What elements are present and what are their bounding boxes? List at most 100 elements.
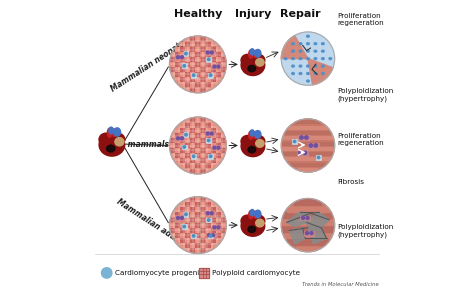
Bar — [201, 47, 205, 52]
Bar — [282, 219, 335, 225]
Bar — [191, 128, 195, 133]
Bar — [211, 67, 216, 72]
Bar — [180, 138, 185, 143]
Circle shape — [208, 234, 210, 237]
Bar — [201, 218, 205, 223]
Bar — [175, 238, 180, 243]
Bar — [201, 148, 205, 153]
Bar — [221, 218, 226, 223]
Bar — [216, 138, 221, 143]
Circle shape — [281, 32, 335, 85]
Circle shape — [213, 226, 216, 229]
Bar — [191, 62, 195, 67]
Bar — [185, 62, 190, 67]
Circle shape — [281, 119, 335, 172]
Bar — [201, 67, 205, 72]
Bar — [211, 42, 216, 47]
Ellipse shape — [314, 43, 317, 45]
Bar — [195, 228, 201, 233]
Ellipse shape — [252, 135, 265, 147]
Bar — [185, 218, 190, 223]
Bar — [206, 243, 210, 248]
Bar — [195, 207, 201, 212]
Ellipse shape — [248, 147, 255, 153]
Bar — [170, 72, 175, 77]
Bar — [211, 57, 216, 62]
Ellipse shape — [241, 54, 254, 66]
Bar — [175, 57, 180, 62]
Circle shape — [210, 51, 213, 54]
Bar — [283, 152, 333, 156]
Bar — [170, 133, 175, 138]
Bar — [200, 268, 210, 278]
Bar — [206, 88, 210, 93]
Bar — [201, 248, 205, 253]
Bar — [201, 52, 205, 57]
Bar — [201, 158, 205, 163]
Bar — [191, 42, 195, 47]
Ellipse shape — [114, 128, 120, 136]
Bar — [175, 128, 180, 133]
Bar — [175, 143, 180, 148]
Ellipse shape — [321, 58, 324, 60]
Circle shape — [206, 51, 209, 54]
Bar — [201, 168, 205, 173]
Bar — [206, 202, 210, 207]
Bar — [211, 153, 216, 158]
Bar — [170, 148, 175, 153]
Bar — [180, 207, 185, 212]
Circle shape — [211, 234, 215, 237]
Bar — [201, 212, 205, 217]
Bar — [175, 67, 180, 72]
Bar — [191, 228, 195, 233]
Bar — [191, 238, 195, 243]
Bar — [191, 88, 195, 93]
Bar — [282, 141, 335, 146]
Bar — [191, 248, 195, 253]
Ellipse shape — [107, 145, 115, 152]
Bar — [175, 223, 180, 228]
Ellipse shape — [314, 58, 317, 60]
Bar — [283, 136, 334, 140]
Circle shape — [217, 226, 220, 229]
Bar — [195, 57, 201, 62]
Bar — [211, 228, 216, 233]
Bar — [206, 118, 210, 123]
Bar — [216, 57, 221, 62]
Bar — [206, 248, 210, 253]
Bar — [206, 123, 210, 127]
Bar — [175, 136, 184, 141]
Bar — [185, 52, 190, 57]
Bar — [221, 138, 226, 143]
Bar — [191, 133, 195, 138]
Bar — [180, 143, 185, 148]
Bar — [180, 238, 185, 243]
Bar — [180, 218, 185, 223]
Bar — [221, 212, 226, 217]
Bar — [185, 143, 190, 148]
Bar — [180, 158, 185, 163]
Bar — [185, 67, 190, 72]
Bar — [287, 206, 329, 212]
Bar — [295, 120, 321, 124]
Circle shape — [208, 219, 210, 221]
Bar — [216, 212, 221, 217]
Bar — [191, 223, 195, 228]
Bar — [195, 36, 201, 41]
Bar — [201, 138, 205, 143]
Bar — [205, 131, 214, 136]
Bar — [175, 207, 180, 212]
Bar — [201, 164, 205, 168]
Ellipse shape — [252, 54, 265, 66]
Ellipse shape — [241, 215, 254, 227]
Bar — [175, 62, 180, 67]
Ellipse shape — [292, 50, 294, 52]
Bar — [195, 42, 201, 47]
Bar — [287, 239, 328, 245]
Bar — [211, 52, 216, 57]
Bar — [206, 164, 210, 168]
Bar — [175, 72, 180, 77]
Ellipse shape — [321, 43, 324, 45]
Bar — [206, 77, 210, 82]
Bar — [206, 223, 210, 228]
